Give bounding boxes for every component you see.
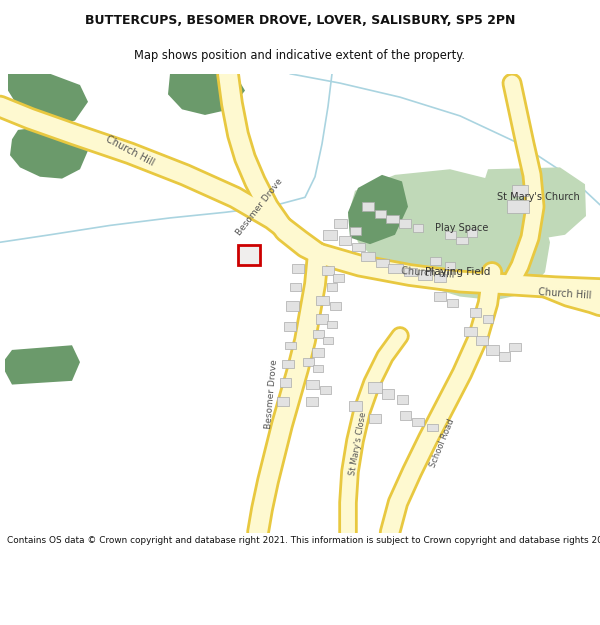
Text: Map shows position and indicative extent of the property.: Map shows position and indicative extent… [134,49,466,62]
Text: Besomer Drove: Besomer Drove [235,176,285,237]
Bar [509,343,521,351]
Bar [476,336,488,345]
Bar [238,245,260,265]
Bar [280,379,290,387]
Text: St Mary's Close: St Mary's Close [348,411,368,476]
Bar [434,292,446,301]
Bar [483,315,493,322]
Bar [386,214,398,223]
Bar [349,401,361,411]
Text: St Mary's Church: St Mary's Church [497,192,580,202]
Bar [485,345,499,354]
Bar [320,386,331,394]
Bar [332,274,343,282]
Bar [512,185,528,196]
Polygon shape [482,168,586,241]
Bar [292,264,304,273]
Bar [467,229,477,237]
Bar [507,200,529,213]
Bar [327,284,337,291]
Bar [284,341,296,349]
Bar [322,266,334,275]
Bar [430,257,440,265]
Bar [313,365,323,372]
Bar [282,360,294,368]
Polygon shape [348,169,550,301]
Bar [290,283,301,291]
Bar [361,252,375,261]
Text: School Road: School Road [428,418,456,469]
Text: Besomer Drove: Besomer Drove [265,359,280,429]
Bar [316,296,329,305]
Bar [323,337,333,344]
Bar [306,397,318,406]
Bar [349,227,361,235]
Bar [302,358,314,366]
Bar [446,299,458,307]
Text: Church Hill: Church Hill [401,266,455,280]
Bar [284,322,296,331]
Bar [397,396,407,404]
Bar [399,219,411,228]
Bar [313,330,323,338]
Bar [374,210,386,218]
Polygon shape [8,74,88,125]
Bar [305,380,319,389]
Polygon shape [10,125,88,179]
Bar [418,271,432,280]
Bar [413,224,423,232]
Bar [412,418,424,426]
Polygon shape [5,345,80,384]
Bar [329,302,341,310]
Text: BUTTERCUPS, BESOMER DROVE, LOVER, SALISBURY, SP5 2PN: BUTTERCUPS, BESOMER DROVE, LOVER, SALISB… [85,14,515,27]
Bar [427,424,437,431]
Bar [362,202,374,211]
Text: Church Hill: Church Hill [538,287,592,301]
Bar [499,352,509,361]
Polygon shape [168,74,245,115]
Bar [404,268,416,276]
Bar [376,259,389,267]
Polygon shape [348,175,408,244]
Bar [445,262,455,269]
Text: Church Hill: Church Hill [104,134,156,168]
Text: Play Space: Play Space [436,223,488,233]
Bar [368,382,382,392]
Bar [400,411,410,419]
Bar [382,389,394,399]
Bar [352,242,365,251]
Bar [434,274,446,282]
Text: Contains OS data © Crown copyright and database right 2021. This information is : Contains OS data © Crown copyright and d… [7,536,600,545]
Bar [339,236,351,244]
Bar [369,414,381,423]
Bar [286,301,299,311]
Bar [323,229,337,240]
Bar [464,326,476,336]
Text: Playing Field: Playing Field [425,268,491,278]
Bar [334,219,347,228]
Bar [277,397,289,406]
Bar [316,314,328,324]
Bar [388,264,403,273]
Bar [312,348,324,358]
Bar [470,308,481,317]
Bar [456,237,468,244]
Bar [445,231,455,239]
Bar [327,321,337,328]
